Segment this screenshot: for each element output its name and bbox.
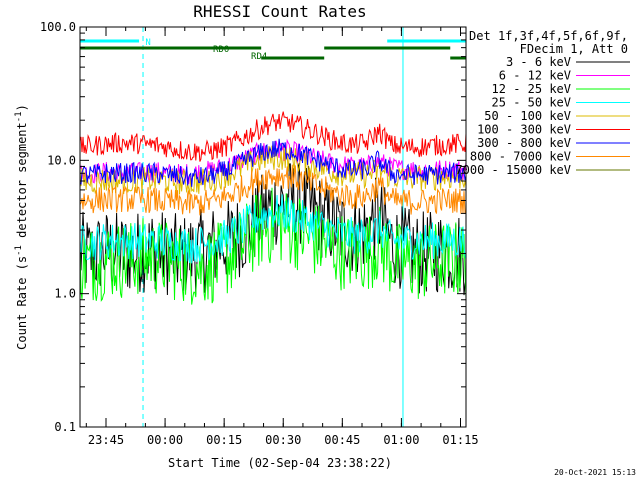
legend-entry-label: 50 - 100 keV (484, 109, 571, 123)
y-label-part-1: Count Rate (s (15, 256, 29, 350)
y-axis-label: Count Rate (s-1 detector segment-1) (14, 104, 29, 350)
legend-header-line-1: Det 1f,3f,4f,5f,6f,9f, (469, 29, 628, 43)
y-tick-label: 100.0 (40, 20, 76, 34)
attenuator-bar-label: RD4 (251, 52, 267, 62)
y-tick-label: 10.0 (47, 153, 76, 167)
legend-entry-label: 800 - 7000 keV (470, 150, 571, 164)
legend-entry-label: 3 - 6 keV (506, 55, 571, 69)
legend-entry-label: 7000 - 15000 keV (455, 163, 571, 177)
x-tick-label: 01:15 (442, 433, 478, 447)
y-label-sup-1: -1 (14, 245, 24, 256)
x-tick-label: 00:00 (147, 433, 183, 447)
series-line (79, 194, 467, 264)
attenuator-bar-label: N (145, 38, 150, 48)
legend-entry-label: 12 - 25 keV (492, 82, 571, 96)
y-tick-label: 0.1 (54, 420, 76, 434)
x-axis: 23:45 00:00 00:15 00:30 00:45 01:00 01:15 (85, 27, 479, 447)
attenuator-bar-label: RD0 (213, 45, 229, 55)
legend-entry-label: 6 - 12 keV (499, 69, 571, 83)
attenuator-bars: N RD0 RD4 (80, 38, 466, 62)
x-tick-label: 00:15 (206, 433, 242, 447)
chart-title: RHESSI Count Rates (193, 2, 366, 21)
y-axis: 0.1 1.0 10.0 100.0 (40, 20, 466, 434)
y-tick-label: 1.0 (54, 287, 76, 301)
x-tick-label: 23:45 (88, 433, 124, 447)
legend-entry-label: 100 - 300 keV (477, 123, 571, 137)
x-tick-label: 00:30 (265, 433, 301, 447)
x-tick-label: 00:45 (324, 433, 360, 447)
x-axis-label: Start Time (02-Sep-04 23:38:22) (168, 456, 392, 470)
footer-date: 20-Oct-2021 15:13 (554, 468, 636, 477)
series-line (79, 187, 467, 305)
x-tick-label: 01:00 (383, 433, 419, 447)
series-line (79, 145, 467, 196)
legend: Det 1f,3f,4f,5f,6f,9f, FDecim 1, Att 0 3… (455, 29, 630, 177)
series-line (79, 164, 467, 216)
legend-header-line-2: FDecim 1, Att 0 (520, 42, 628, 56)
legend-entry-label: 25 - 50 keV (492, 96, 571, 110)
plot-frame (79, 26, 467, 428)
y-label-part-3: ) (15, 104, 29, 111)
series-line (79, 111, 467, 162)
legend-entry-label: 300 - 800 keV (477, 136, 571, 150)
y-label-sup-2: -1 (14, 111, 24, 122)
series-line (79, 138, 467, 187)
series-layer (79, 111, 467, 305)
y-label-part-2: detector segment (15, 122, 29, 245)
